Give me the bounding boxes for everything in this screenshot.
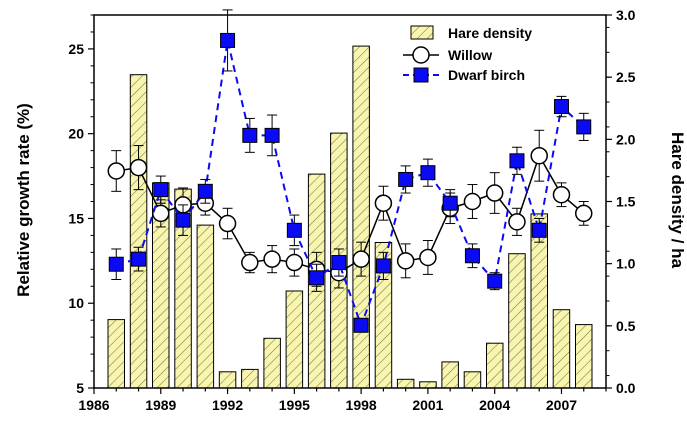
- y2-axis-title: Hare density / ha: [668, 132, 687, 269]
- bar-hare-density-1991: [196, 224, 215, 389]
- point-dwarf-birch-1993: [242, 127, 258, 143]
- legend-label-willow: Willow: [448, 47, 492, 63]
- bar-hare-density-2001: [419, 381, 437, 389]
- point-dwarf-birch-1995: [286, 222, 302, 238]
- axes: 1986 1989 1992 1995 1998 2001 2004 2007 5 10 15 20 2…: [68, 7, 635, 413]
- bar-hare-density-1994: [263, 337, 281, 389]
- line-willow: [116, 153, 585, 274]
- point-willow-2003: [463, 192, 482, 211]
- bar-hare-density-1992: [218, 371, 237, 389]
- x-tick-label-2001: 2001: [412, 397, 443, 413]
- bar-hare-density-1995: [285, 290, 304, 389]
- point-dwarf-birch-2002: [442, 195, 458, 211]
- x-tick-label-1995: 1995: [279, 397, 310, 413]
- bar-hare-density-2008: [575, 324, 593, 389]
- point-dwarf-birch-2001: [420, 165, 436, 181]
- point-willow-1993: [241, 253, 259, 272]
- bar-hare-density-2005: [508, 253, 526, 389]
- bar-hare-density-1993: [241, 368, 259, 389]
- point-willow-2000: [396, 252, 415, 270]
- y-tick-label-5: 5: [76, 380, 84, 396]
- bar-hare-density-2007: [552, 309, 571, 389]
- y2-tick-label-2.5: 2.5: [616, 69, 636, 85]
- point-willow-2001: [419, 248, 437, 267]
- bar-hare-density-2003: [463, 371, 482, 389]
- point-dwarf-birch-1996: [309, 270, 325, 286]
- point-dwarf-birch-2008: [576, 119, 592, 135]
- point-dwarf-birch-1988: [131, 251, 147, 267]
- line-dwarf-birch: [116, 40, 585, 329]
- y-tick-label-10: 10: [68, 295, 84, 311]
- point-dwarf-birch-1990: [175, 212, 191, 228]
- y2-tick-label-1.0: 1.0: [616, 256, 636, 272]
- point-willow-2008: [574, 204, 593, 223]
- legend-label-dwarf-birch: Dwarf birch: [448, 67, 525, 83]
- legend-label-hare-density: Hare density: [448, 25, 532, 41]
- point-willow-1989: [152, 204, 170, 223]
- legend: Hare density Willow Dwarf birch: [403, 25, 532, 83]
- bar-hare-density-1988: [129, 74, 148, 389]
- bar-hare-density-2002: [441, 361, 459, 389]
- point-willow-1998: [352, 250, 370, 268]
- bar-hare-density-1987: [107, 319, 125, 389]
- point-dwarf-birch-1998: [353, 317, 369, 333]
- point-willow-1992: [218, 214, 237, 233]
- legend-marker-dwarf-birch: [413, 67, 429, 83]
- x-tick-label-1989: 1989: [145, 397, 176, 413]
- bar-hare-density-2004: [486, 342, 504, 389]
- y2-tick-label-0.0: 0.0: [616, 380, 636, 396]
- x-tick-label-2004: 2004: [479, 397, 510, 413]
- point-willow-2004: [485, 184, 504, 202]
- point-willow-2007: [552, 185, 571, 204]
- point-dwarf-birch-1987: [108, 256, 124, 272]
- y-tick-label-25: 25: [68, 41, 84, 57]
- x-tick-label-1998: 1998: [346, 397, 377, 413]
- x-tick-label-1986: 1986: [78, 397, 109, 413]
- point-dwarf-birch-2004: [487, 273, 503, 289]
- bar-hare-density-1998: [352, 45, 370, 389]
- point-dwarf-birch-2006: [531, 222, 547, 238]
- point-dwarf-birch-1992: [220, 32, 236, 48]
- point-dwarf-birch-2005: [509, 153, 525, 169]
- y2-tick-label-3.0: 3.0: [616, 7, 636, 23]
- point-dwarf-birch-1994: [264, 127, 280, 143]
- x-tick-label-2007: 2007: [546, 397, 577, 413]
- point-willow-1987: [107, 162, 126, 180]
- y-axis-title: Relative growth rate (%): [14, 103, 33, 297]
- y2-tick-label-1.5: 1.5: [616, 194, 636, 210]
- series-lines: [107, 9, 593, 333]
- point-dwarf-birch-1997: [331, 255, 347, 271]
- point-willow-1999: [374, 194, 393, 212]
- point-dwarf-birch-1999: [375, 258, 391, 274]
- bar-hare-density-2000: [396, 378, 415, 389]
- point-willow-1988: [129, 158, 148, 177]
- y2-tick-label-2.0: 2.0: [616, 131, 636, 147]
- point-willow-2005: [508, 213, 526, 231]
- point-willow-1995: [285, 253, 304, 272]
- point-willow-2006: [530, 146, 548, 165]
- legend-swatch-hare-density: [410, 25, 434, 40]
- point-dwarf-birch-1991: [197, 183, 213, 199]
- point-dwarf-birch-2007: [553, 99, 569, 115]
- y-tick-label-20: 20: [68, 126, 84, 142]
- y2-tick-label-0.5: 0.5: [616, 318, 636, 334]
- point-dwarf-birch-2003: [464, 248, 480, 264]
- point-willow-1994: [263, 250, 281, 268]
- y-tick-label-15: 15: [68, 210, 84, 226]
- point-dwarf-birch-2000: [398, 171, 414, 187]
- point-dwarf-birch-1989: [153, 182, 169, 198]
- x-tick-label-1992: 1992: [212, 397, 243, 413]
- legend-marker-willow: [412, 46, 430, 64]
